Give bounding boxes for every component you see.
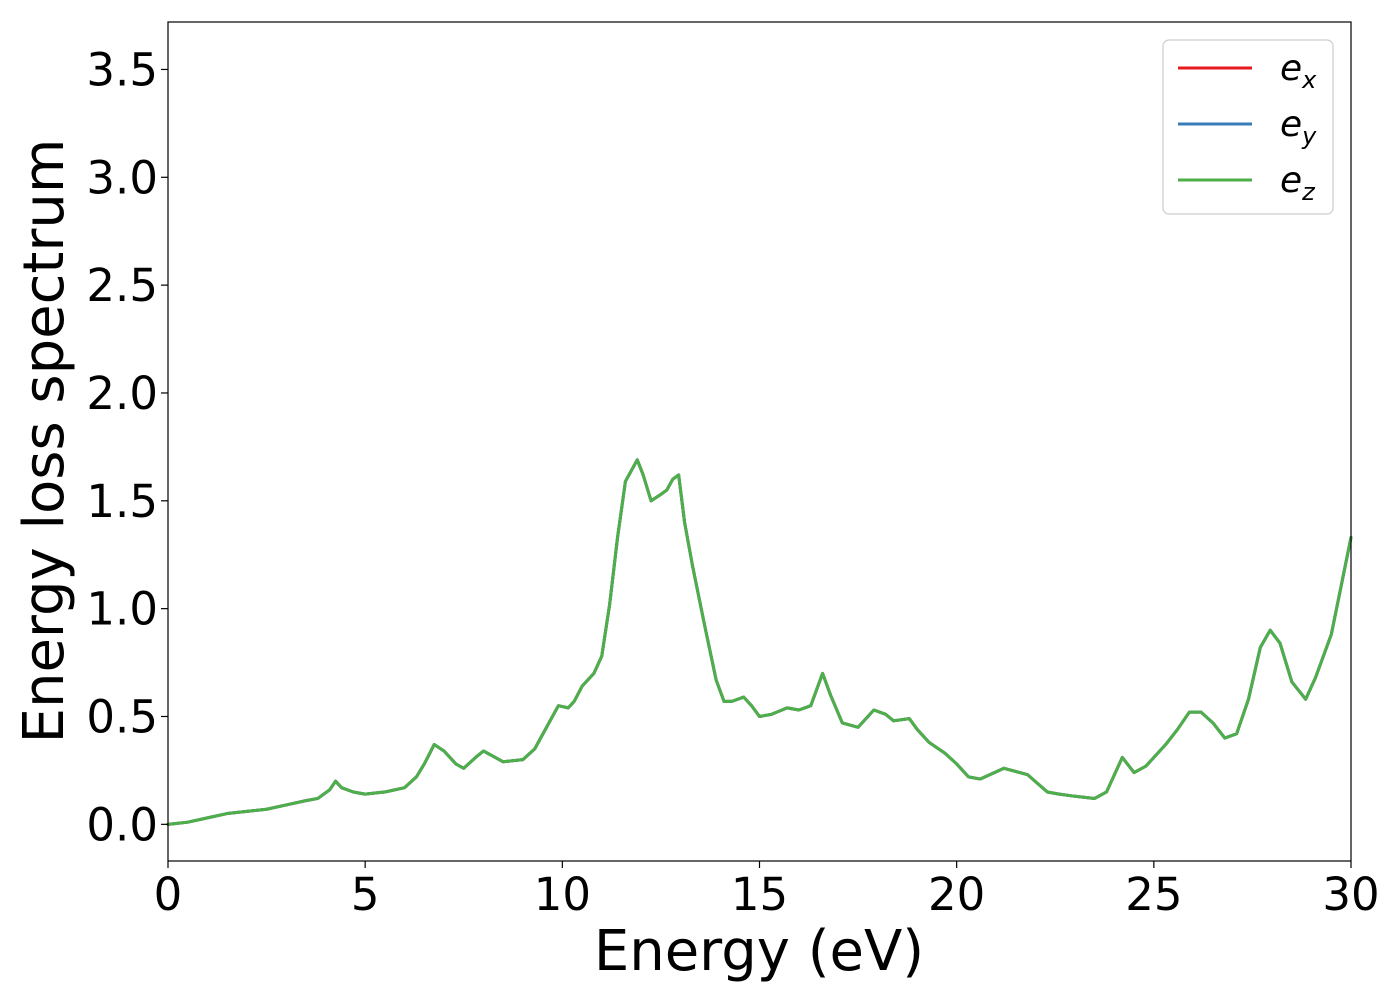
y-tick-label: 3.0: [86, 151, 158, 204]
y-tick-label: 0.5: [86, 690, 158, 743]
plot-area: [168, 22, 1351, 861]
y-axis: 0.0 0.5 1.0 1.5 2.0 2.5 3.0 3.5: [86, 43, 168, 851]
legend-box: [1162, 39, 1334, 215]
x-tick-label: 15: [731, 868, 788, 921]
x-tick-label: 20: [928, 868, 985, 921]
y-tick-label: 3.5: [86, 43, 158, 96]
y-tick-label: 2.0: [86, 367, 158, 420]
y-tick-label: 2.5: [86, 259, 158, 312]
y-tick-label: 1.5: [86, 475, 158, 528]
y-tick-label: 1.0: [86, 583, 158, 636]
x-tick-label: 30: [1322, 868, 1379, 921]
series-layer: [166, 458, 1353, 826]
x-tick-label: 25: [1125, 868, 1182, 921]
series-line-e-z: [166, 458, 1353, 826]
x-tick-label: 0: [154, 868, 183, 921]
y-axis-title: Energy loss spectrum: [12, 139, 77, 744]
legend-label-e-y: ey: [1280, 104, 1317, 150]
y-tick-label: 0.0: [86, 798, 158, 851]
x-axis: 0 5 10 15 20 25 30: [154, 861, 1380, 921]
x-tick-label: 5: [351, 868, 380, 921]
x-tick-label: 10: [534, 868, 591, 921]
x-axis-title: Energy (eV): [594, 919, 924, 984]
